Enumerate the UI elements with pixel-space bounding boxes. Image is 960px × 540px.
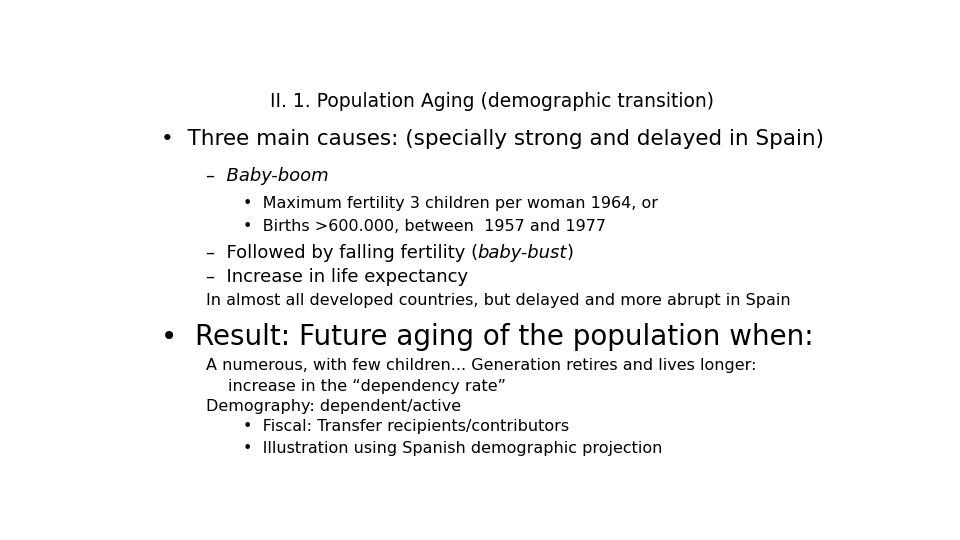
Text: –  Baby-boom: – Baby-boom <box>205 167 328 185</box>
Text: –  Followed by falling fertility (: – Followed by falling fertility ( <box>205 245 478 262</box>
Text: increase in the “dependency rate”: increase in the “dependency rate” <box>228 379 506 394</box>
Text: II. 1. Population Aging (demographic transition): II. 1. Population Aging (demographic tra… <box>270 92 714 111</box>
Text: In almost all developed countries, but delayed and more abrupt in Spain: In almost all developed countries, but d… <box>205 293 790 308</box>
Text: •  Fiscal: Transfer recipients/contributors: • Fiscal: Transfer recipients/contributo… <box>243 419 569 434</box>
Text: •  Three main causes: (specially strong and delayed in Spain): • Three main causes: (specially strong a… <box>161 129 824 149</box>
Text: –  Increase in life expectancy: – Increase in life expectancy <box>205 268 468 286</box>
Text: •  Maximum fertility 3 children per woman 1964, or: • Maximum fertility 3 children per woman… <box>243 196 658 211</box>
Text: Demography: dependent/active: Demography: dependent/active <box>205 399 461 414</box>
Text: baby-bust: baby-bust <box>478 245 567 262</box>
Text: •  Illustration using Spanish demographic projection: • Illustration using Spanish demographic… <box>243 441 662 456</box>
Text: ): ) <box>567 245 574 262</box>
Text: •  Births >600.000, between  1957 and 1977: • Births >600.000, between 1957 and 1977 <box>243 219 606 234</box>
Text: •  Result: Future aging of the population when:: • Result: Future aging of the population… <box>161 323 813 352</box>
Text: A numerous, with few children... Generation retires and lives longer:: A numerous, with few children... Generat… <box>205 358 756 373</box>
